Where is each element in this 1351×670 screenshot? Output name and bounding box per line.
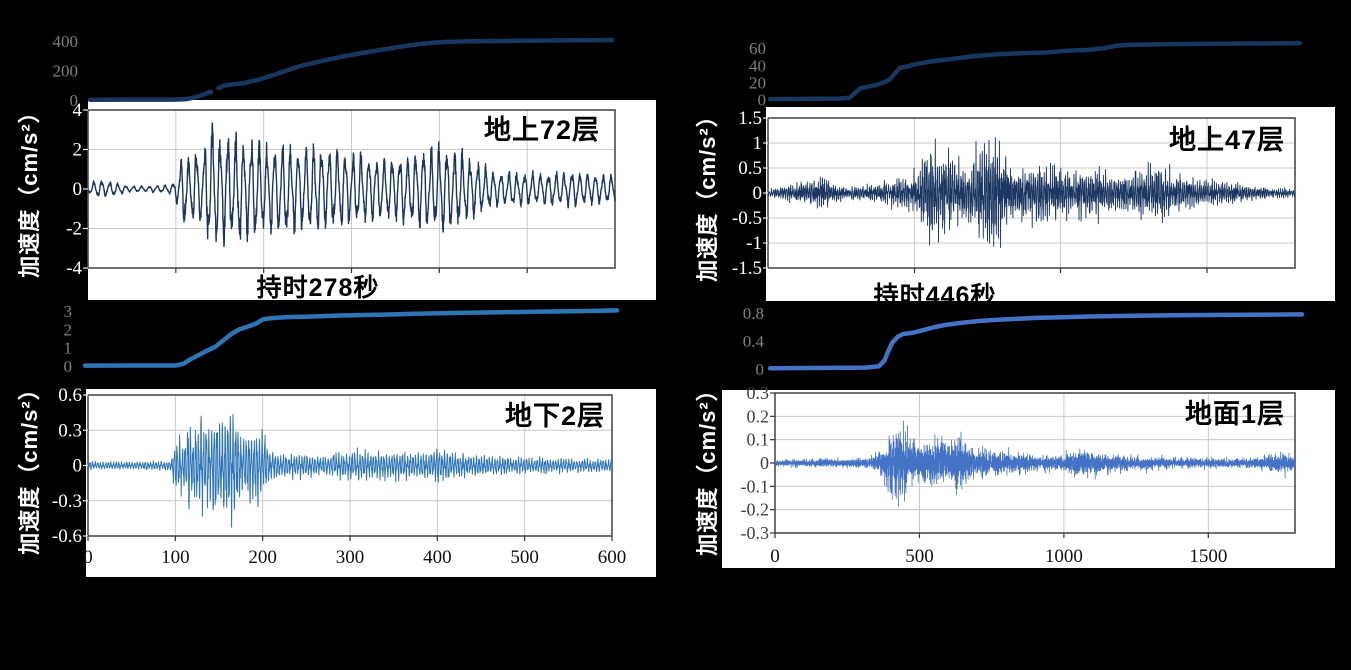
y-tick-label: 0.5 xyxy=(738,158,762,179)
y-axis-label: 加速度（cm/s²） xyxy=(695,378,720,556)
cumulative-curve xyxy=(82,308,620,368)
cum-tick-label: 3 xyxy=(64,302,73,321)
waveform-trace xyxy=(87,122,616,248)
y-tick-label: -1.5 xyxy=(732,258,762,279)
x-tick-label: 100 xyxy=(161,547,190,568)
cum-tick-label: 20 xyxy=(749,73,766,92)
y-tick-label: 0 xyxy=(73,456,83,477)
duration-label-446s: 持时446秒 xyxy=(873,282,997,310)
y-tick-label: 0.2 xyxy=(747,406,770,426)
cum-tick-label: 0 xyxy=(70,91,79,110)
chart-panel-bottom-right xyxy=(722,390,1335,568)
cum-tick-label: 2 xyxy=(64,320,73,339)
y-tick-label: 0 xyxy=(753,183,763,204)
y-tick-label: 0.6 xyxy=(58,385,82,406)
chart-title-ground-1f: 地面1层 xyxy=(1184,399,1285,429)
y-tick-label: -0.3 xyxy=(741,523,770,543)
y-tick-label: -0.6 xyxy=(52,526,82,547)
cum-tick-label: 60 xyxy=(749,39,766,58)
cum-tick-label: 0.8 xyxy=(743,304,764,323)
y-tick-label: -0.2 xyxy=(741,500,770,520)
cum-tick-label: 0.4 xyxy=(743,332,765,351)
waveform-trace xyxy=(774,420,1296,507)
y-tick-label: -1 xyxy=(746,233,762,254)
waveform-trace xyxy=(767,136,1296,249)
cumulative-curve xyxy=(767,312,1305,371)
y-tick-label: -2 xyxy=(66,219,82,240)
x-tick-label: 0 xyxy=(83,547,93,568)
x-tick-label: 500 xyxy=(510,547,539,568)
x-tick-label: 1500 xyxy=(1189,546,1227,567)
y-tick-label: 1.5 xyxy=(738,108,762,129)
y-tick-label: 0 xyxy=(760,453,769,473)
chart-title-basement-2f: 地下2层 xyxy=(504,401,605,431)
y-tick-label: 2 xyxy=(73,140,83,161)
y-tick-label: 4 xyxy=(73,100,83,121)
x-tick-label: 400 xyxy=(423,547,452,568)
y-axis-label: 加速度（cm/s²） xyxy=(695,104,720,282)
y-axis-label: 加速度（cm/s²） xyxy=(17,100,42,278)
cumulative-curve xyxy=(87,89,214,102)
waveform-trace xyxy=(87,413,613,528)
y-tick-label: -4 xyxy=(66,258,82,279)
cum-tick-label: 0 xyxy=(758,91,767,110)
y-tick-label: -0.3 xyxy=(52,491,82,512)
x-tick-label: 500 xyxy=(905,546,934,567)
y-tick-label: 1 xyxy=(753,133,763,154)
x-tick-label: 600 xyxy=(598,547,627,568)
cumulative-curve xyxy=(216,37,615,91)
cum-tick-label: 200 xyxy=(53,62,79,81)
cum-tick-label: 0 xyxy=(756,360,765,379)
cumulative-curve xyxy=(767,40,1303,102)
y-tick-label: 0 xyxy=(73,179,83,200)
y-tick-label: 0.3 xyxy=(747,383,770,403)
y-tick-label: 0.1 xyxy=(747,430,770,450)
y-tick-label: -0.1 xyxy=(741,476,770,496)
cum-tick-label: 40 xyxy=(749,56,766,75)
cum-tick-label: 1 xyxy=(64,339,73,358)
y-axis-label: 加速度（cm/s²） xyxy=(17,377,42,555)
x-tick-label: 1000 xyxy=(1045,546,1083,567)
x-tick-label: 300 xyxy=(336,547,365,568)
y-tick-label: 0.3 xyxy=(58,420,82,441)
x-tick-label: 0 xyxy=(770,546,780,567)
duration-label-278s: 持时278秒 xyxy=(256,274,380,302)
x-tick-label: 200 xyxy=(248,547,277,568)
cum-tick-label: 0 xyxy=(64,357,73,376)
chart-title-above-ground-72f: 地上72层 xyxy=(483,115,600,145)
cum-tick-label: 400 xyxy=(53,32,79,51)
chart-title-above-ground-47f: 地上47层 xyxy=(1168,125,1285,155)
y-tick-label: -0.5 xyxy=(732,208,762,229)
